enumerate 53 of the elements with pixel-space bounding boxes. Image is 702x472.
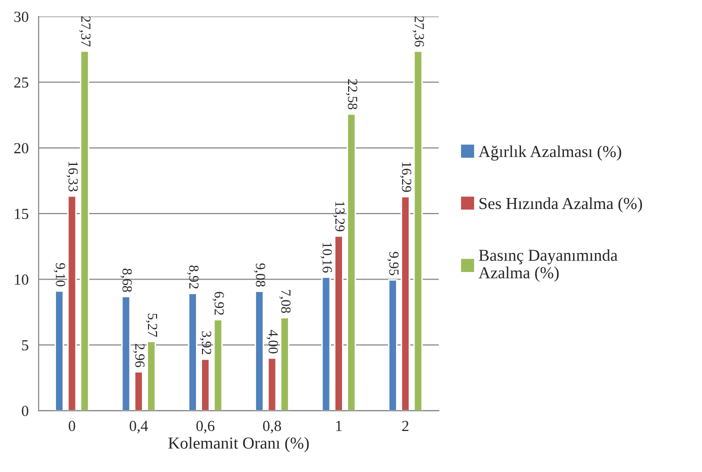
bar [121, 296, 131, 411]
legend-label: Ses Hızında Azalma (%) [480, 197, 642, 213]
bar [134, 371, 144, 411]
bar [67, 195, 77, 411]
bar [267, 357, 277, 411]
data-label: 3,92 [200, 331, 212, 354]
y-tick-label: 5 [22, 340, 28, 350]
data-label: 8,92 [187, 266, 199, 289]
data-label: 13,29 [333, 202, 345, 232]
data-label: 27,37 [79, 16, 90, 47]
data-label: 9,95 [387, 252, 399, 276]
data-label: 22,58 [346, 79, 358, 110]
y-tick-label: 10 [14, 274, 28, 285]
bar [54, 290, 64, 411]
bar [254, 290, 264, 411]
x-tick-label: 0,6 [196, 420, 214, 434]
bar [321, 276, 331, 411]
bar [146, 340, 156, 411]
y-tick-label: 0 [22, 406, 28, 416]
y-tick-label: 25 [14, 77, 28, 88]
x-tick-label: 2 [402, 420, 408, 431]
x-tick-label: 0 [68, 420, 76, 432]
y-tick-label: 15 [14, 208, 28, 220]
x-tick-label: 0,4 [130, 420, 148, 434]
bar [400, 196, 410, 411]
bar [188, 292, 198, 411]
y-tick-label: 20 [14, 143, 28, 154]
y-tick-label: 30 [14, 12, 28, 22]
data-label: 4,00 [266, 330, 278, 354]
data-label: 6,92 [212, 292, 224, 315]
data-label: 9,10 [54, 263, 66, 286]
data-label: 2,96 [133, 344, 144, 368]
data-label: 9,08 [254, 263, 266, 287]
data-label: 8,68 [120, 268, 132, 292]
data-label: 5,27 [146, 314, 158, 337]
legend-label: Basınç Dayanımında Azalma (%) [478, 249, 618, 282]
legend-label: Ağırlık Azalması (%) [478, 145, 622, 161]
bar [280, 316, 290, 411]
data-label: 10,16 [320, 242, 332, 273]
bar [213, 319, 223, 411]
data-label: 7,08 [279, 290, 291, 313]
bar [346, 113, 356, 411]
x-tick-label: 1 [336, 420, 342, 431]
data-label: 16,29 [400, 162, 412, 192]
x-axis-title: Kolemanit Oranı (%) [168, 436, 309, 452]
bar [80, 50, 90, 411]
bar [200, 358, 210, 411]
bar [388, 279, 398, 411]
data-label: 16,33 [66, 162, 78, 192]
bar [413, 50, 423, 411]
x-tick-label: 0,8 [263, 420, 281, 434]
data-label: 27,36 [412, 16, 424, 47]
bar [334, 235, 344, 411]
